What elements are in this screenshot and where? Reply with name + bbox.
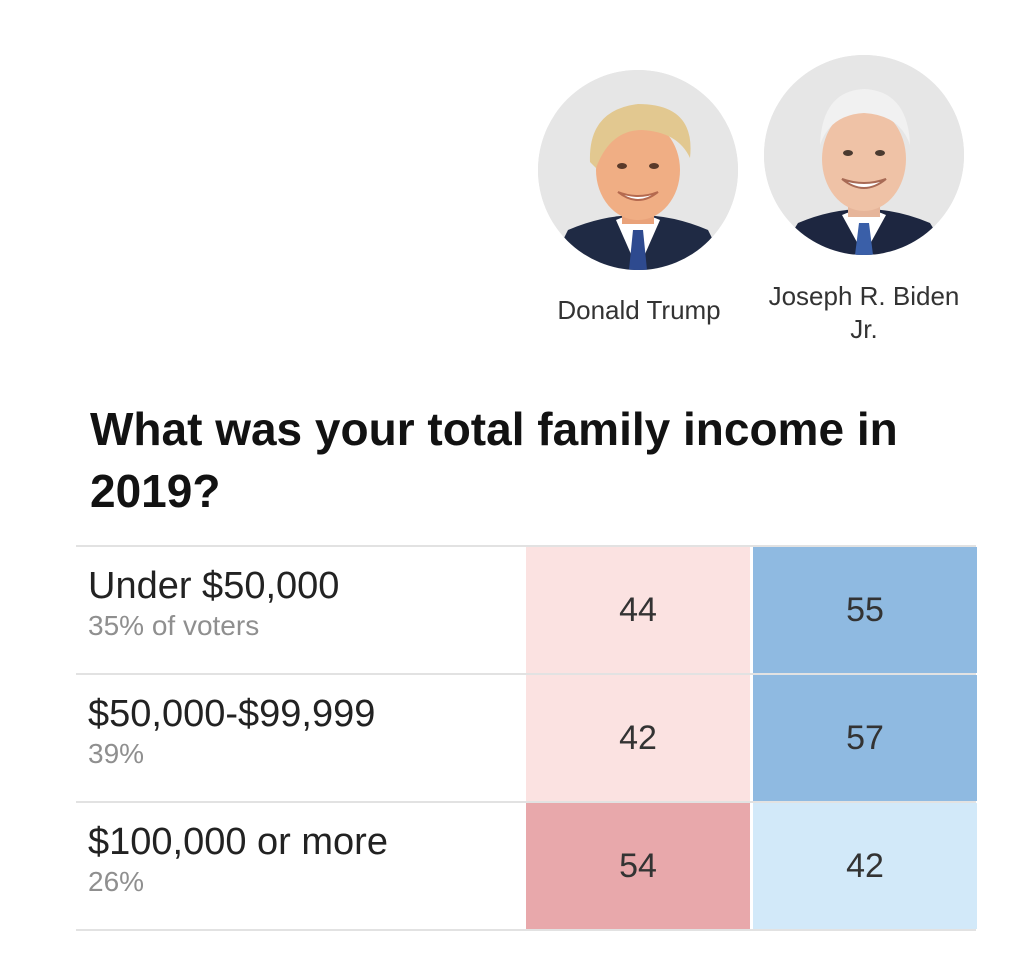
biden-value-cell: 55 [753, 547, 977, 673]
row-share: 35% of voters [88, 610, 260, 641]
row-title: $50,000-$99,999 [88, 693, 376, 735]
row-share: 26% [88, 866, 145, 897]
trump-value-cell: 44 [526, 547, 750, 673]
trump-value-cell: 42 [526, 675, 750, 801]
biden-value-cell: 42 [753, 803, 977, 929]
table-row: $100,000 or more 26% 54 42 [76, 803, 977, 931]
row-label: Under $50,000 35% of voters [88, 563, 518, 643]
table-row: $50,000-$99,999 39% 42 57 [76, 675, 977, 803]
trump-value-cell: 54 [526, 803, 750, 929]
table-row: Under $50,000 35% of voters 44 55 [76, 547, 977, 675]
row-label: $50,000-$99,999 39% [88, 691, 518, 771]
candidate-name-trump: Donald Trump [557, 295, 721, 325]
portrait-biden-icon [764, 55, 964, 255]
row-label: $100,000 or more 26% [88, 819, 518, 899]
row-title: $100,000 or more [88, 821, 388, 863]
question-title: What was your total family income in 201… [90, 403, 898, 517]
avatar-biden [764, 55, 964, 255]
row-share: 39% [88, 738, 145, 769]
portrait-trump-icon [538, 70, 738, 270]
results-table: Under $50,000 35% of voters 44 55 $50,000-$9… [76, 545, 977, 931]
candidate-name-biden: Joseph R. Biden Jr. [768, 281, 960, 344]
row-title: Under $50,000 [88, 565, 340, 607]
avatar-trump [538, 70, 738, 270]
biden-value-cell: 57 [753, 675, 977, 801]
